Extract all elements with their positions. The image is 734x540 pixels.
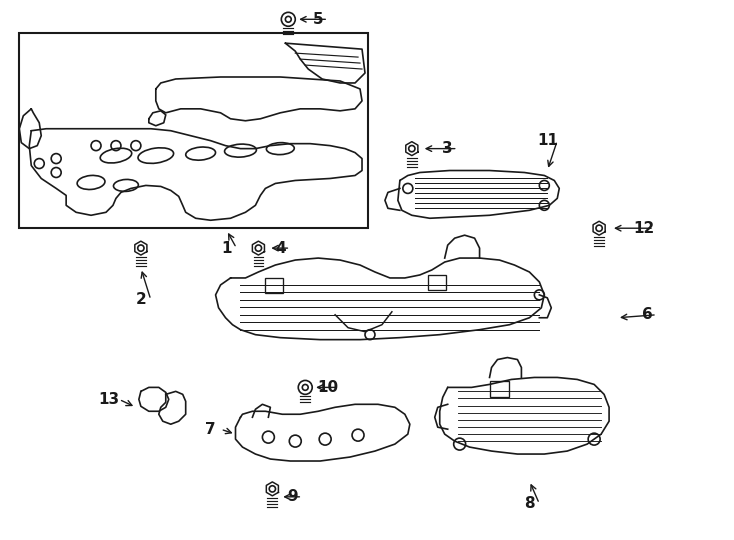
Bar [490, 381, 509, 397]
Text: 7: 7 [206, 422, 216, 437]
Text: 1: 1 [221, 241, 232, 255]
Text: 2: 2 [136, 292, 146, 307]
Bar [266, 278, 283, 293]
Text: 8: 8 [524, 496, 534, 511]
Text: 13: 13 [98, 392, 120, 407]
Text: 5: 5 [313, 12, 324, 27]
Text: 9: 9 [287, 489, 297, 504]
Text: 12: 12 [633, 221, 655, 236]
Text: 11: 11 [537, 133, 558, 148]
Bar [428, 275, 446, 290]
Text: 3: 3 [443, 141, 453, 156]
Text: 6: 6 [642, 307, 653, 322]
Text: 10: 10 [318, 380, 338, 395]
Bar [19, 33, 368, 228]
Text: 4: 4 [275, 241, 286, 255]
